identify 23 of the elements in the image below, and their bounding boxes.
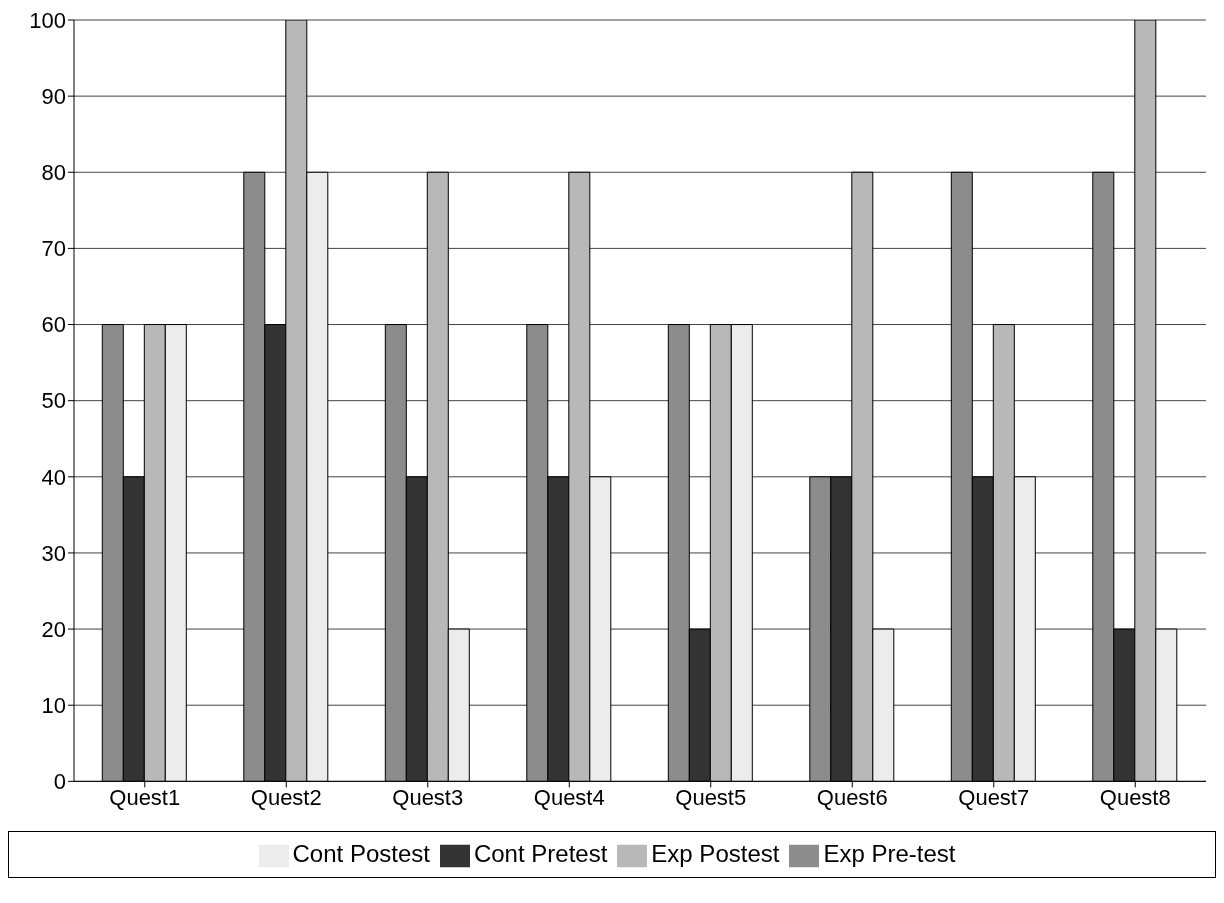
x-tick-label: Quest8	[1099, 784, 1171, 810]
y-tick-label: 30	[41, 540, 66, 566]
y-tick-label: 100	[29, 7, 66, 33]
y-tick-label: 20	[41, 616, 66, 642]
y-tick-label: 10	[41, 693, 66, 719]
y-tick-label: 40	[41, 464, 66, 490]
legend-label: Exp Postest	[651, 840, 780, 868]
x-tick-label: Quest6	[816, 784, 888, 810]
x-tick-label: Quest1	[109, 784, 181, 810]
y-tick-label: 60	[41, 312, 66, 338]
x-tick-label: Quest7	[958, 784, 1030, 810]
x-tick-label: Quest3	[392, 784, 464, 810]
legend-label: Cont Postest	[292, 840, 430, 868]
y-tick-label: 50	[41, 388, 66, 414]
y-tick-label: 0	[53, 769, 66, 795]
legend-label: Exp Pre-test	[823, 840, 956, 868]
x-tick-label: Quest4	[533, 784, 605, 810]
x-tick-label: Quest2	[250, 784, 322, 810]
y-tick-label: 90	[41, 83, 66, 109]
x-tick-label: Quest5	[675, 784, 747, 810]
legend-label: Cont Pretest	[473, 840, 608, 868]
y-tick-label: 70	[41, 236, 66, 262]
y-tick-label: 80	[41, 160, 66, 186]
